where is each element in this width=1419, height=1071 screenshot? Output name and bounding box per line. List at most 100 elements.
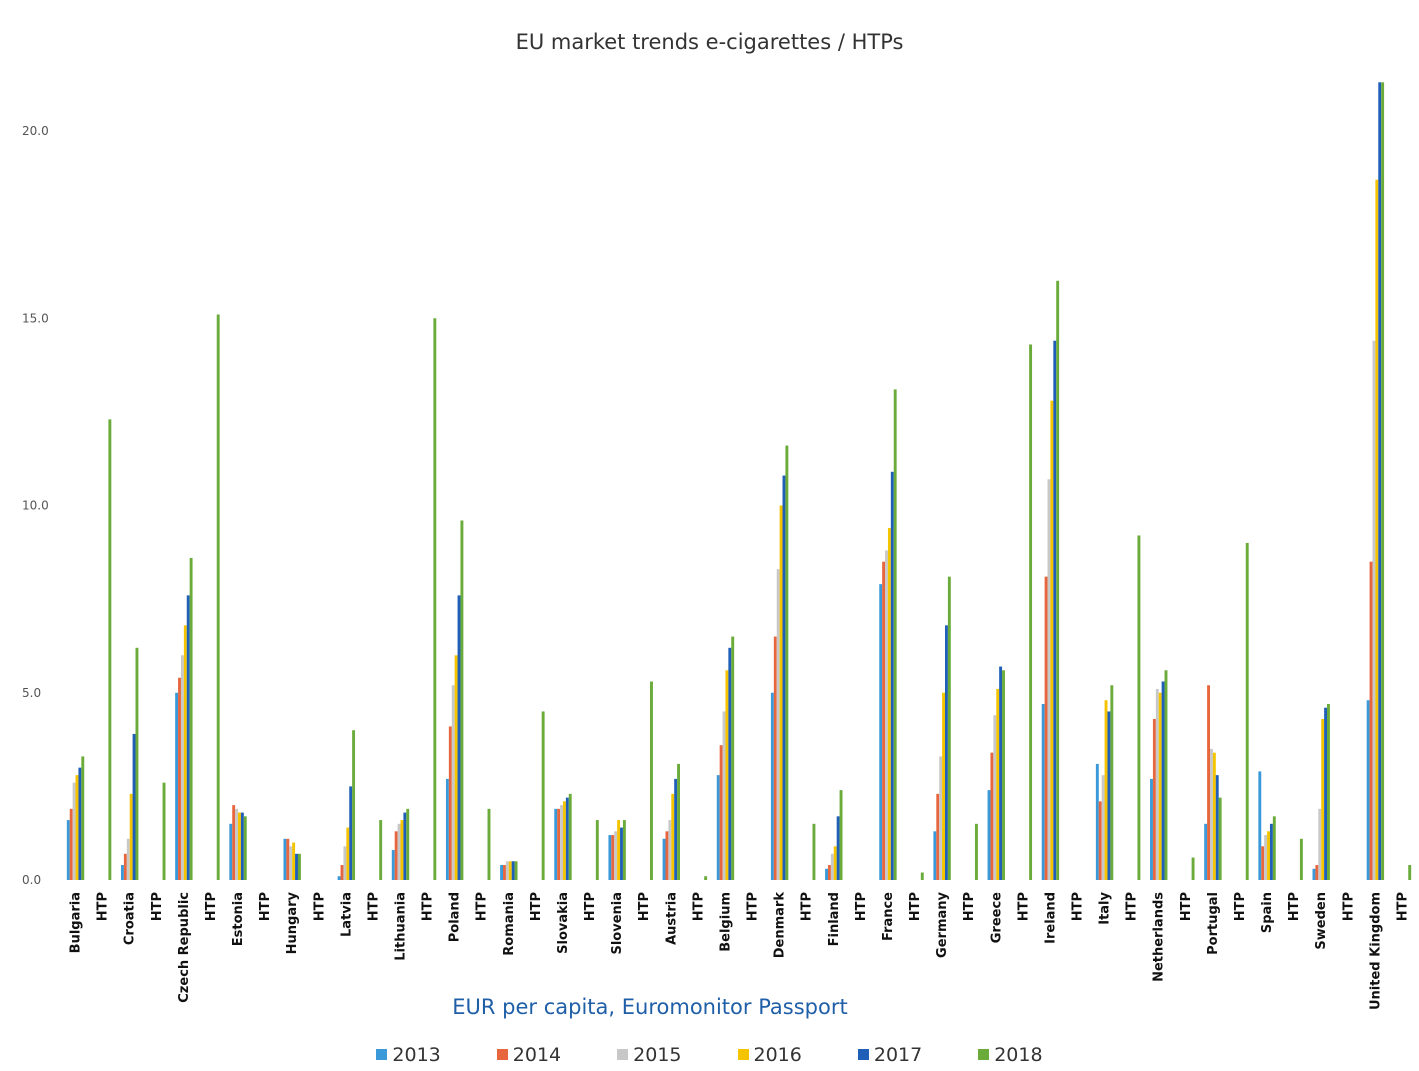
- bar-2016: [1375, 179, 1379, 880]
- bar-2016: [887, 527, 891, 880]
- bar-2014: [1044, 576, 1048, 880]
- bar-2013: [662, 838, 666, 880]
- bar-2016: [1212, 752, 1216, 880]
- bar-2018: [677, 763, 680, 880]
- bar-2018: [81, 756, 85, 880]
- bar-2016: [508, 861, 512, 880]
- bar-2016: [346, 827, 350, 880]
- y-tick-label: 20.0: [22, 124, 49, 138]
- bars-group: [66, 82, 1412, 881]
- bar-2017: [674, 778, 678, 880]
- bar-2016: [292, 842, 296, 880]
- bar-2016: [129, 793, 133, 880]
- bar-2015: [1101, 775, 1105, 880]
- bar-2013: [1312, 868, 1316, 880]
- bar-2015: [1318, 808, 1322, 880]
- x-category-label: France: [881, 892, 896, 941]
- bar-2014: [69, 808, 73, 880]
- bar-2018: [812, 823, 816, 880]
- bar-2018: [1164, 670, 1168, 880]
- bar-2018: [974, 823, 978, 880]
- bar-2013: [1041, 703, 1045, 880]
- bar-2018: [297, 853, 301, 880]
- x-category-label: HTP: [366, 892, 381, 921]
- x-category-label: Greece: [989, 892, 1004, 943]
- bar-2015: [180, 655, 184, 880]
- bar-2014: [340, 865, 344, 880]
- bar-2013: [879, 584, 883, 880]
- bar-2013: [608, 835, 612, 880]
- x-category-label: Netherlands: [1152, 892, 1167, 982]
- bar-2014: [394, 831, 398, 880]
- x-category-label: Austria: [664, 892, 679, 945]
- bar-2018: [595, 820, 599, 880]
- bar-2018: [650, 681, 653, 880]
- bar-2013: [987, 790, 991, 880]
- legend-item-2014: 2014: [496, 1044, 561, 1066]
- x-category-label: Belgium: [718, 892, 733, 952]
- bar-2018: [568, 793, 572, 880]
- bar-2016: [183, 625, 187, 880]
- bar-2013: [445, 778, 449, 880]
- legend: 2013 2014 2015 2016 2017 2018: [0, 1044, 1419, 1066]
- bar-2015: [397, 823, 401, 880]
- bar-2013: [121, 865, 124, 880]
- x-category-label: HTP: [583, 892, 598, 921]
- bar-2013: [554, 808, 558, 880]
- bar-2013: [66, 820, 70, 880]
- bar-2015: [993, 715, 997, 880]
- bar-2015: [560, 805, 563, 880]
- x-category-label: Latvia: [339, 892, 354, 937]
- bar-2018: [947, 576, 951, 880]
- x-category-label: Czech Republic: [177, 892, 192, 1003]
- legend-label: 2017: [873, 1044, 923, 1066]
- bar-2013: [229, 823, 233, 880]
- x-axis: Bulgaria HTP Croatia HTP Czech Republic HTP Es…: [69, 891, 1411, 1010]
- bar-2018: [1191, 857, 1195, 880]
- bar-2013: [337, 876, 341, 880]
- y-tick-label: 15.0: [22, 311, 49, 325]
- legend-item-2018: 2018: [978, 1044, 1043, 1066]
- bar-2015: [1155, 689, 1159, 880]
- bar-2014: [827, 865, 831, 880]
- bar-2014: [286, 838, 290, 880]
- bar-2018: [379, 820, 383, 880]
- bar-2017: [782, 475, 786, 880]
- x-category-label: HTP: [1179, 892, 1194, 921]
- bar-2014: [773, 636, 777, 880]
- bar-2016: [75, 775, 79, 880]
- x-category-label: HTP: [312, 892, 327, 921]
- bar-2017: [565, 797, 569, 880]
- bar-2018: [162, 782, 166, 880]
- x-category-label: Sweden: [1314, 892, 1329, 950]
- bar-2017: [403, 812, 407, 880]
- bar-2017: [836, 816, 840, 880]
- bar-2015: [1264, 835, 1268, 880]
- bar-2013: [1095, 763, 1099, 880]
- bar-2016: [617, 820, 621, 880]
- bar-2015: [1210, 748, 1213, 880]
- x-category-label: HTP: [800, 892, 815, 921]
- x-category-label: Croatia: [123, 892, 138, 945]
- bar-2015: [451, 685, 455, 880]
- bar-2014: [1152, 718, 1156, 880]
- bar-2017: [1378, 82, 1382, 880]
- bar-2018: [893, 389, 897, 880]
- bar-2014: [611, 835, 615, 880]
- bar-2015: [776, 569, 780, 880]
- x-category-label: Spain: [1260, 892, 1275, 933]
- legend-swatch: [496, 1049, 508, 1060]
- bar-2018: [622, 820, 626, 880]
- bar-2013: [716, 775, 720, 880]
- bar-2018: [1245, 542, 1249, 880]
- x-category-label: Slovakia: [556, 892, 571, 954]
- bar-2016: [1104, 700, 1108, 880]
- bar-2015: [1372, 340, 1376, 881]
- x-category-label: HTP: [529, 892, 544, 921]
- bar-2018: [108, 419, 112, 880]
- bar-2017: [1215, 775, 1219, 880]
- x-category-label: HTP: [1341, 892, 1356, 921]
- x-category-label: HTP: [746, 892, 761, 921]
- bar-2018: [1381, 82, 1385, 880]
- bar-2018: [216, 314, 220, 880]
